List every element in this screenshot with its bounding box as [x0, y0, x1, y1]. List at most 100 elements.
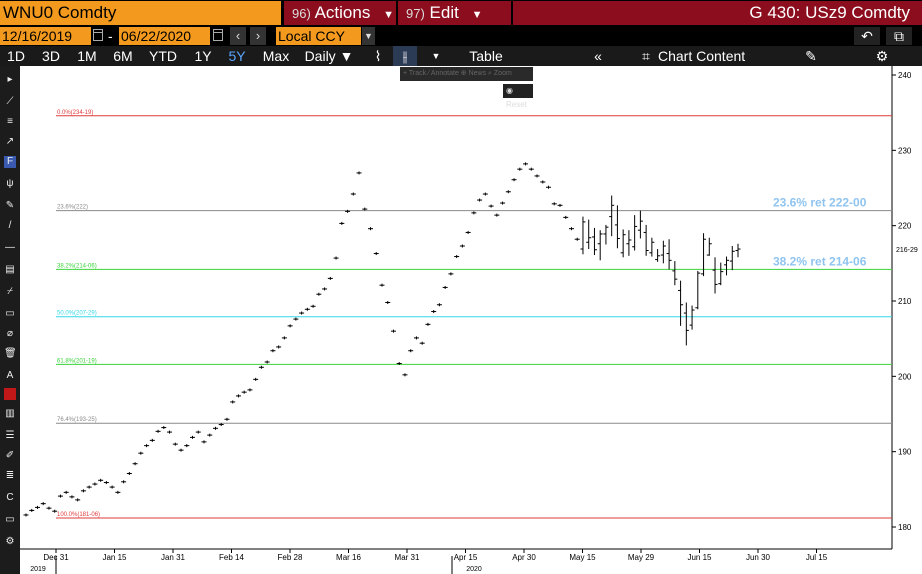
ohlc-bar [517, 167, 523, 171]
calendar-icon[interactable] [213, 29, 223, 41]
layers-icon[interactable]: ≣ [5, 470, 15, 481]
ohlc-bar [695, 270, 701, 310]
ohlc-bar [523, 162, 529, 166]
ohlc-bar [643, 224, 649, 256]
ohlc-bar [281, 336, 287, 340]
frequency-dropdown[interactable]: Daily ▼ [304, 48, 354, 64]
line-icon[interactable]: / [8, 220, 12, 231]
end-date-field[interactable]: 06/22/2020 [119, 27, 210, 45]
ray-icon[interactable]: ↗ [5, 136, 15, 147]
chevron-down-icon[interactable]: ▼ [431, 51, 441, 61]
ohlc-bar [230, 400, 236, 404]
period-5y-button[interactable]: 5Y [228, 48, 246, 64]
eraser-icon[interactable]: ▭ [5, 308, 15, 319]
currency-field[interactable]: Local CCY [276, 27, 361, 45]
channel-icon[interactable]: ▤ [5, 264, 15, 275]
ohlc-bar [241, 390, 247, 394]
collapse-button[interactable]: « [594, 48, 602, 64]
table-button[interactable]: Table [469, 48, 503, 64]
x-tick-label: Jan 31 [161, 553, 186, 562]
ohlc-bar [126, 472, 132, 476]
chart-tool-strip[interactable]: + Track ⁄ Annotate ⊕ News ⌕ Zoom [400, 67, 533, 81]
ohlc-bar [637, 210, 643, 239]
x-tick-label: Jan 15 [102, 553, 127, 562]
copy-icon[interactable]: C [6, 492, 14, 503]
ohlc-bar [724, 256, 730, 276]
x-year-label: 2019 [30, 566, 46, 573]
ohlc-bar [431, 310, 437, 314]
line-chart-icon[interactable]: ⌇ [374, 48, 382, 64]
horizontal-line-icon[interactable]: — [5, 242, 15, 253]
ohlc-bar [442, 285, 448, 289]
cursor-icon[interactable]: ▸ [7, 74, 13, 85]
bar-chart-icon[interactable]: ⫲ [393, 46, 417, 66]
edit-chart-button[interactable]: ✎ [805, 48, 817, 64]
ohlc-bar [379, 283, 385, 287]
ohlc-bar [327, 276, 333, 280]
ohlc-bar [402, 373, 408, 377]
period-1y-button[interactable]: 1Y [194, 48, 212, 64]
start-date-field[interactable]: 12/16/2019 [0, 27, 91, 45]
ohlc-bar [373, 252, 379, 256]
ohlc-bar [207, 433, 213, 437]
gear-icon[interactable]: ⚙ [5, 536, 15, 547]
calendar-icon[interactable] [93, 29, 103, 41]
pen-icon[interactable]: ✎ [5, 200, 15, 211]
ohlc-bar [98, 478, 104, 482]
ohlc-bar [528, 167, 534, 171]
color-swatch-icon[interactable] [4, 388, 16, 400]
copy-button[interactable]: ⧉ [886, 27, 912, 45]
fib-level-label: 23.6%(222) [57, 205, 88, 211]
fib-icon[interactable]: ≡ [7, 116, 13, 127]
caret-down-icon: ▼ [471, 9, 483, 21]
ohlc-bar [563, 215, 569, 219]
settings-button[interactable]: ⚙ [875, 48, 889, 64]
x-tick-label: Mar 16 [336, 553, 361, 562]
ohlc-bar [299, 311, 305, 315]
ohlc-bar [167, 430, 173, 434]
ohlc-bar [385, 301, 391, 305]
edit-menu-button[interactable]: 97) Edit ▼ [398, 1, 511, 25]
next-period-button[interactable]: › [250, 27, 266, 45]
undo-button[interactable]: ↶ [854, 27, 880, 45]
fib-retracement-icon[interactable]: F [4, 156, 16, 168]
ohlc-bar [655, 249, 661, 262]
trend-line-icon[interactable]: ⟋ [6, 96, 14, 107]
list-icon[interactable]: ☰ [5, 430, 15, 441]
pitchfork-icon[interactable]: ψ [6, 178, 14, 189]
period-max-button[interactable]: Max [262, 48, 290, 64]
reset-button[interactable]: ◉ Reset [503, 84, 533, 109]
caret-down-icon: ▼ [383, 9, 394, 21]
chevron-down-icon[interactable]: ▼ [362, 27, 375, 45]
plot-background [20, 66, 892, 549]
period-1m-button[interactable]: 1M [77, 48, 97, 64]
ohlc-bar [551, 202, 557, 206]
period-3d-button[interactable]: 3D [42, 48, 60, 64]
ohlc-bar [396, 362, 402, 366]
style-icon[interactable]: ▥ [5, 408, 15, 419]
ohlc-bar [494, 213, 500, 217]
ohlc-bar [632, 215, 638, 251]
x-tick-label: Jul 15 [806, 553, 828, 562]
brush-icon[interactable]: ⌿ [7, 286, 13, 297]
x-tick-label: Apr 30 [512, 553, 536, 562]
chart-content-button[interactable]: Chart Content [658, 48, 746, 64]
ohlc-bar [92, 482, 98, 486]
fib-level-label: 0.0%(234-19) [57, 110, 93, 116]
prev-period-button[interactable]: ‹ [230, 27, 246, 45]
period-1d-button[interactable]: 1D [7, 48, 25, 64]
lock-icon[interactable]: ▭ [5, 514, 15, 525]
ohlc-bar [109, 485, 115, 489]
delete-icon[interactable]: 🗑 [4, 348, 17, 359]
ohlc-bar [235, 394, 241, 398]
actions-menu-button[interactable]: 96) Actions ▼ [284, 1, 396, 25]
pencil-icon[interactable]: ✐ [5, 450, 15, 461]
fib-retracement-label: 38.2% ret 214-06 [773, 254, 867, 268]
period-6m-button[interactable]: 6M [113, 48, 133, 64]
ticker-field[interactable]: WNU0 Comdty [0, 1, 281, 25]
ohlc-bar [161, 426, 167, 430]
period-ytd-button[interactable]: YTD [149, 48, 177, 64]
marker-icon[interactable]: ⌀ [6, 328, 14, 339]
text-icon[interactable]: A [6, 370, 14, 381]
